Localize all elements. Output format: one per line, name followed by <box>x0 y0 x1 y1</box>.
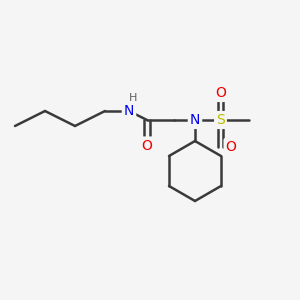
Text: O: O <box>142 139 152 152</box>
Text: O: O <box>215 86 226 100</box>
Text: O: O <box>226 140 236 154</box>
Text: H: H <box>129 93 138 103</box>
Text: N: N <box>124 104 134 118</box>
Text: S: S <box>216 113 225 127</box>
Text: N: N <box>190 113 200 127</box>
